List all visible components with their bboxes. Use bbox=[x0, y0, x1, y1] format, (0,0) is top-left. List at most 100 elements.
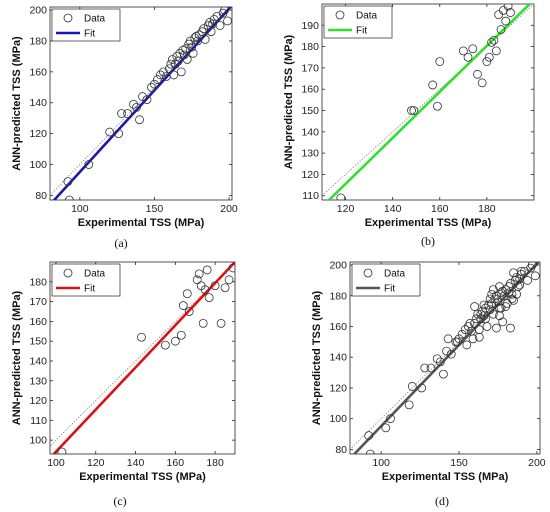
x-tick-label: 140 bbox=[384, 203, 402, 215]
chart-panel-1: 100 150 200 80 100 120 140 160 180 200 Experimenta… bbox=[11, 5, 238, 250]
data-point bbox=[182, 289, 192, 299]
y-tick-label: 120 bbox=[29, 395, 47, 407]
legend-data-marker bbox=[363, 268, 373, 278]
data-point bbox=[496, 303, 506, 313]
data-point bbox=[417, 383, 427, 393]
y-tick-label: 200 bbox=[329, 260, 347, 272]
x-tick-label: 200 bbox=[528, 457, 546, 469]
data-point bbox=[215, 21, 225, 30]
y-tick-label: 150 bbox=[301, 105, 319, 117]
y-tick-label: 100 bbox=[329, 413, 347, 425]
data-point bbox=[147, 82, 156, 92]
data-point bbox=[199, 24, 209, 34]
data-point bbox=[484, 52, 494, 62]
data-point bbox=[155, 70, 165, 80]
legend-fit-label: Fit bbox=[84, 29, 95, 40]
data-point bbox=[175, 48, 185, 58]
data-point bbox=[530, 271, 540, 281]
plot-content bbox=[350, 262, 540, 454]
y-tick-label: 170 bbox=[29, 296, 47, 308]
data-point bbox=[527, 262, 537, 270]
data-point bbox=[428, 80, 438, 90]
y-tick-label: 180 bbox=[301, 41, 319, 53]
data-point bbox=[192, 275, 202, 285]
x-axis-label: Experimental TSS (MPa) bbox=[78, 217, 205, 229]
data-point bbox=[468, 44, 478, 54]
data-point bbox=[137, 332, 146, 342]
data-point bbox=[150, 79, 159, 89]
plot-content bbox=[50, 262, 235, 454]
data-point bbox=[446, 349, 456, 359]
data-point bbox=[523, 276, 532, 285]
data-point bbox=[135, 115, 144, 125]
legend-fit-label: Fit bbox=[384, 284, 395, 295]
y-tick-label: 100 bbox=[29, 159, 47, 171]
data-point bbox=[409, 106, 419, 115]
legend-data-label: Data bbox=[384, 269, 406, 280]
data-point bbox=[516, 269, 526, 279]
data-point bbox=[507, 289, 517, 299]
data-point bbox=[501, 16, 511, 26]
data-point bbox=[64, 195, 74, 200]
data-point bbox=[204, 293, 214, 303]
data-point bbox=[200, 35, 210, 44]
data-point bbox=[176, 67, 186, 77]
data-point bbox=[496, 25, 506, 34]
legend-data-marker bbox=[335, 10, 345, 20]
x-tick-label: 100 bbox=[71, 203, 89, 215]
legend-data-label: Data bbox=[356, 11, 378, 22]
data-point bbox=[489, 35, 499, 45]
data-point bbox=[198, 318, 208, 328]
y-tick-label: 150 bbox=[29, 336, 47, 348]
panel-label: (d) bbox=[435, 494, 449, 508]
data-point bbox=[114, 129, 124, 139]
data-point bbox=[63, 177, 73, 186]
data-point bbox=[473, 309, 483, 319]
y-tick-label: 110 bbox=[30, 415, 47, 427]
plot-content bbox=[322, 4, 534, 200]
data-point bbox=[212, 11, 222, 21]
x-tick-label: 180 bbox=[478, 203, 496, 215]
y-axis-label: ANN-predicted TSS (MPa) bbox=[11, 290, 23, 425]
data-point bbox=[481, 303, 490, 313]
y-tick-label: 160 bbox=[29, 316, 47, 328]
data-point bbox=[167, 55, 177, 64]
data-point bbox=[477, 78, 487, 88]
data-point bbox=[454, 334, 464, 344]
data-point bbox=[498, 317, 508, 327]
panel-label: (a) bbox=[114, 236, 127, 250]
data-point bbox=[404, 400, 414, 410]
data-point bbox=[170, 336, 180, 346]
data-point bbox=[457, 329, 467, 339]
data-point bbox=[443, 334, 453, 344]
data-point bbox=[487, 289, 497, 299]
x-tick-label: 100 bbox=[47, 457, 65, 469]
panel-label: (b) bbox=[421, 234, 435, 248]
x-tick-label: 180 bbox=[206, 457, 224, 469]
data-point bbox=[488, 309, 498, 319]
data-point bbox=[57, 447, 67, 454]
fit-line bbox=[52, 262, 235, 454]
x-axis-label: Experimental TSS (MPa) bbox=[382, 471, 509, 483]
data-point bbox=[435, 357, 445, 367]
data-point bbox=[153, 75, 162, 84]
y-tick-label: 160 bbox=[301, 84, 319, 96]
data-point bbox=[365, 449, 375, 454]
y-tick-label: 80 bbox=[35, 190, 47, 202]
y-tick-label: 190 bbox=[301, 20, 319, 32]
data-point bbox=[435, 57, 445, 66]
legend-box bbox=[351, 263, 421, 297]
legend: Data Fit bbox=[51, 263, 121, 297]
data-point bbox=[178, 301, 188, 310]
legend: Data Fit bbox=[323, 5, 393, 39]
data-point bbox=[471, 314, 481, 324]
data-point bbox=[364, 431, 374, 440]
data-point bbox=[439, 369, 448, 379]
data-point bbox=[209, 14, 219, 24]
data-point bbox=[381, 423, 391, 433]
data-point bbox=[169, 70, 179, 80]
data-point bbox=[516, 266, 526, 276]
x-tick-label: 120 bbox=[87, 457, 105, 469]
data-point bbox=[493, 297, 503, 307]
